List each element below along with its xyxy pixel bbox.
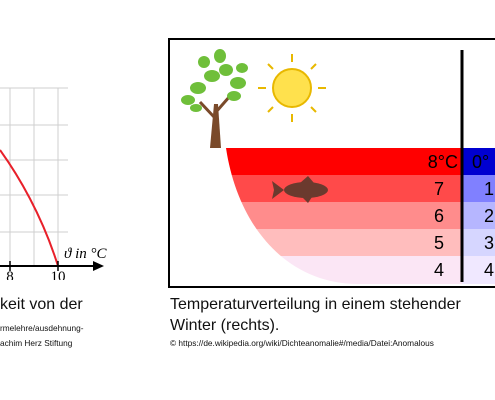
graph-grid [0, 87, 68, 266]
warm-band-2 [226, 175, 462, 202]
temp-left-1: 8°C [428, 152, 458, 172]
temp-right-5: 4 [484, 260, 494, 280]
temp-left-3: 6 [434, 206, 444, 226]
x-tick-8: 8 [6, 269, 14, 280]
temp-left-5: 4 [434, 260, 444, 280]
temp-right-4: 3 [484, 233, 494, 253]
left-source-line-1: rmelehre/ausdehnung- [0, 323, 84, 333]
caption-line-1: Temperaturverteilung in einem stehender [170, 296, 461, 313]
expansion-graph: ϑ in °C 8 10 [0, 87, 108, 280]
warm-band-3 [226, 202, 462, 229]
x-axis-arrow [93, 261, 104, 271]
x-tick-10: 10 [51, 269, 66, 280]
temp-left-2: 7 [434, 179, 444, 199]
cold-band-2 [462, 175, 495, 202]
sun-icon [258, 54, 326, 122]
lake [226, 148, 495, 284]
left-caption-fragment: keit von der [0, 296, 83, 313]
expansion-curve [0, 149, 59, 267]
cold-band-5 [462, 256, 495, 284]
cold-band-3 [462, 202, 495, 229]
caption-line-2: Winter (rechts). [170, 317, 280, 334]
x-axis-label: ϑ in °C [64, 246, 108, 262]
tree-icon [181, 49, 248, 148]
temp-left-4: 5 [434, 233, 444, 253]
fish-icon [272, 176, 328, 203]
left-source-line-2: achim Herz Stiftung [0, 338, 73, 348]
temp-right-3: 2 [484, 206, 494, 226]
caption-source: © https://de.wikipedia.org/wiki/Dichtean… [170, 338, 434, 348]
cold-band-4 [462, 229, 495, 256]
temp-right-1: 0° [472, 152, 489, 172]
lake-temperature-figure: 8°C 7 6 5 4 0° 1 2 3 4 [168, 38, 495, 288]
temp-right-2: 1 [484, 179, 494, 199]
warm-band-1 [226, 148, 462, 175]
cold-band-1 [462, 148, 495, 175]
